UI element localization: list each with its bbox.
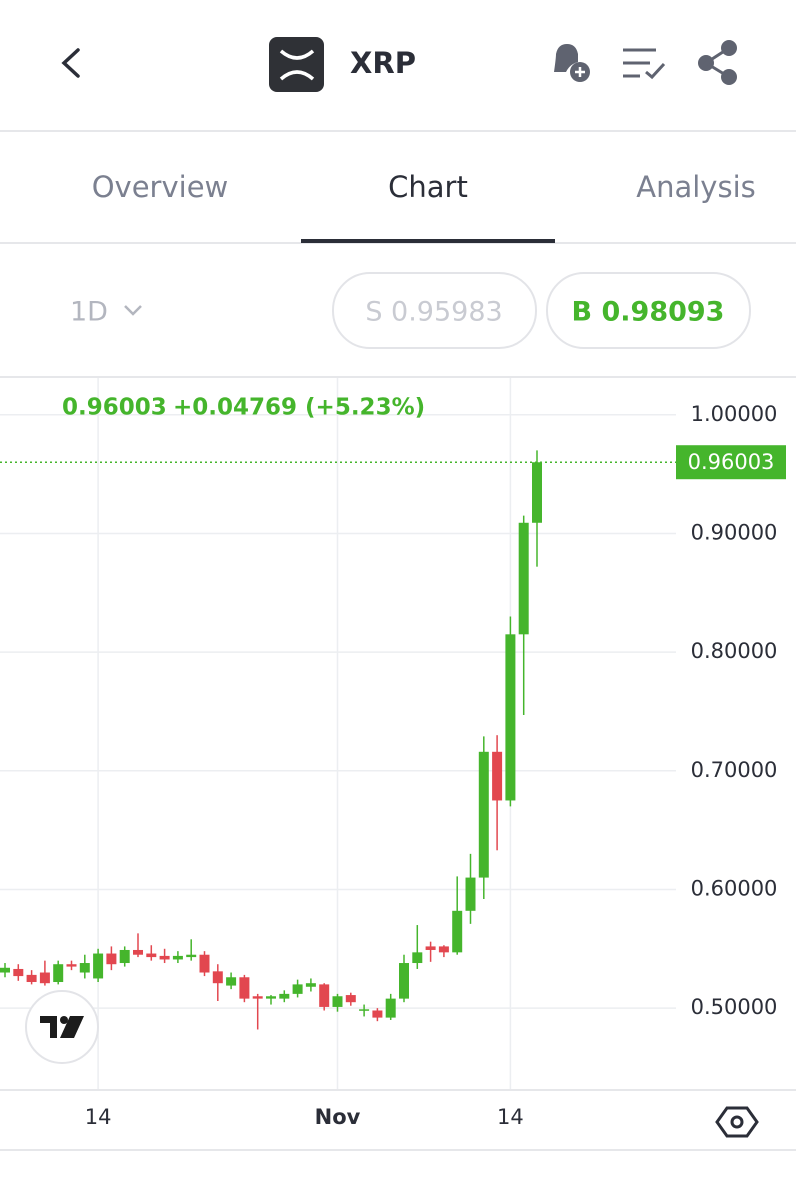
last-price-tag: [676, 445, 786, 480]
y-tick-label: 0.70000: [691, 758, 778, 782]
candle-body: [26, 974, 37, 983]
candle-body: [106, 953, 117, 965]
candle-body: [359, 1009, 370, 1011]
candle-body: [159, 955, 170, 960]
x-tick-label: 14: [85, 1105, 112, 1129]
candle-body: [478, 751, 489, 878]
candle-body: [438, 946, 449, 953]
readout-close: 0.96003: [62, 395, 167, 421]
share-button[interactable]: [698, 40, 737, 85]
candle-body: [199, 954, 210, 973]
tab-indicator: [301, 239, 555, 243]
candle-body: [133, 949, 143, 955]
candle-body: [119, 949, 130, 964]
candle-body: [279, 993, 290, 999]
candle-body: [186, 954, 197, 958]
y-tick-label: 1.00000: [691, 402, 778, 426]
settings-button[interactable]: [715, 1106, 759, 1138]
tab[interactable]: Overview: [92, 170, 229, 204]
readout-change: +0.04769 (+5.23%): [173, 395, 425, 421]
watchlist-button[interactable]: [623, 48, 666, 80]
tab[interactable]: Analysis: [636, 170, 755, 204]
y-tick-label: 0.60000: [691, 876, 778, 900]
candle-body: [385, 998, 396, 1018]
candle-body: [212, 971, 223, 984]
candle-body: [532, 462, 542, 523]
coin-glyph: [279, 49, 315, 81]
y-tick-label: 0.90000: [691, 520, 778, 544]
back-button[interactable]: [61, 48, 80, 78]
candle-body: [39, 972, 50, 984]
candle-body: [425, 946, 436, 950]
buy-button[interactable]: [546, 272, 751, 349]
candle-body: [452, 910, 463, 953]
candle-body: [399, 963, 409, 999]
candle-body: [0, 967, 10, 973]
candle-body: [412, 952, 423, 964]
candle-body: [305, 983, 316, 987]
candle-body: [292, 984, 303, 994]
dropdown-icon: [124, 305, 142, 316]
chart: 0.50000 0.60000 0.70000 0.80000 0.90000 1.000…: [0, 378, 786, 1129]
buy-price: B 0.98093: [572, 297, 725, 328]
candle-body: [13, 968, 24, 977]
candle-body: [93, 953, 104, 979]
x-tick-label: Nov: [315, 1105, 361, 1129]
candle-body: [266, 996, 276, 999]
candle-body: [319, 984, 330, 1007]
candle-body: [146, 953, 157, 958]
x-tick-label: 14: [497, 1105, 524, 1129]
candle-body: [332, 996, 343, 1007]
candle-body: [66, 964, 77, 967]
candle-body: [172, 955, 183, 960]
sell-price: S 0.95983: [365, 297, 502, 328]
candle-body: [79, 963, 90, 973]
candle-body: [505, 634, 516, 801]
candle-body: [226, 977, 237, 986]
candle-body: [518, 522, 529, 635]
last-price-label: 0.96003: [688, 450, 775, 474]
coin-icon: [269, 37, 324, 92]
candle-body: [53, 964, 64, 983]
candle-body: [372, 1010, 383, 1018]
tradingview-logo: [25, 990, 99, 1064]
y-tick-label: 0.50000: [691, 995, 778, 1019]
sell-button[interactable]: [332, 272, 537, 349]
candle-body: [492, 751, 503, 801]
timeframe[interactable]: 1D: [70, 297, 108, 328]
candle-body: [252, 996, 263, 999]
y-tick-label: 0.80000: [691, 639, 778, 663]
tab-active[interactable]: Chart: [388, 170, 468, 204]
candle-body: [345, 995, 356, 1003]
title: XRP: [350, 46, 416, 80]
alert-button[interactable]: [554, 44, 590, 82]
candle-body: [239, 977, 250, 999]
candle-body: [465, 877, 476, 911]
